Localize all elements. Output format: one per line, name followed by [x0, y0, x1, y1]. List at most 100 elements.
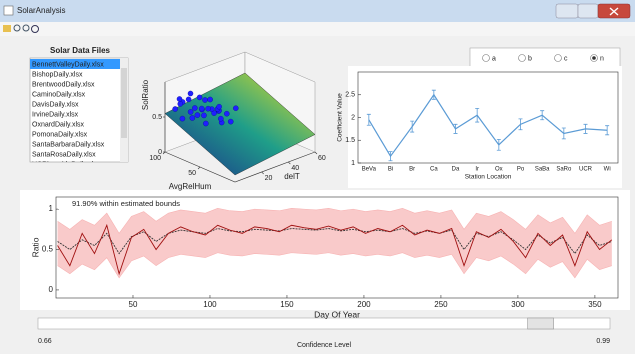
- x-tick-label: Ca: [430, 167, 438, 173]
- file-item[interactable]: DavisDaily.xlsx: [32, 101, 79, 108]
- x-tick-label: Po: [517, 167, 525, 173]
- scatter-point: [201, 112, 207, 119]
- scatter-point: [203, 120, 209, 127]
- file-item[interactable]: IrvineDaily.xlsx: [32, 111, 79, 118]
- series-line: [57, 207, 612, 234]
- confidence-band: [57, 208, 612, 278]
- y-tick-label: 0.5: [42, 245, 54, 254]
- slider-max: 0.99: [596, 338, 610, 345]
- x-tick-label: Wi: [604, 167, 611, 173]
- radio-label[interactable]: c: [564, 55, 568, 62]
- x-tick-label: SaRo: [556, 167, 572, 173]
- file-item[interactable]: OxnardDaily.xlsx: [32, 121, 84, 128]
- scatter-point: [198, 105, 205, 112]
- y-tick-label: 1: [351, 160, 355, 167]
- x-tick-label: 300: [511, 300, 525, 309]
- annotation: 91.90% within estimated bounds: [72, 199, 180, 208]
- x-tick-label: Ox: [495, 167, 503, 173]
- file-item[interactable]: BishopDaily.xlsx: [32, 71, 83, 78]
- scatter-point: [177, 101, 184, 107]
- z-tick-label: 0: [158, 149, 162, 156]
- z-tick-label: 0.5: [152, 114, 162, 121]
- scatter-point: [205, 105, 211, 112]
- scatter-point: [194, 112, 201, 118]
- series-line: [57, 252, 612, 279]
- y-tick-label: 0: [49, 285, 54, 294]
- file-item[interactable]: UCRiversideDaily.xlsx: [32, 161, 101, 168]
- radio-button[interactable]: [518, 54, 526, 62]
- x-axis-label: Station Location: [465, 174, 512, 181]
- rotate-icon[interactable]: [31, 25, 39, 33]
- error-bar: [605, 125, 610, 136]
- file-item[interactable]: SantaBarbaraDaily.xlsx: [32, 141, 105, 148]
- y-tick: [288, 161, 291, 165]
- toolbar: [0, 22, 635, 36]
- y-tick-label: 20: [265, 175, 273, 182]
- x-tick-label: Br: [409, 167, 415, 173]
- radio-label[interactable]: a: [492, 55, 496, 62]
- y-axis-label: Coefficient Value: [337, 93, 344, 142]
- zoom-out-icon[interactable]: [22, 24, 30, 32]
- slider-track[interactable]: [37, 317, 611, 330]
- z-axis-label: SolRatio: [141, 79, 150, 110]
- x-axis-label: Day Of Year: [314, 309, 360, 319]
- x-tick-label: BeVa: [362, 167, 377, 173]
- zoom-in-icon[interactable]: [13, 24, 21, 32]
- x-tick-label: 150: [280, 300, 294, 309]
- scatter-point: [224, 110, 230, 117]
- scatter-point: [192, 105, 198, 111]
- radio-button[interactable]: [482, 54, 490, 62]
- list-heading: Solar Data Files: [50, 46, 111, 55]
- scatter-point: [187, 90, 194, 97]
- scatter-point: [218, 115, 224, 122]
- x-tick-label: 200: [357, 300, 371, 309]
- scatter-point: [185, 96, 192, 103]
- scatter-point: [227, 118, 234, 125]
- open-icon[interactable]: [3, 25, 11, 32]
- scatter-point: [176, 96, 183, 102]
- x-tick-label: 50: [188, 170, 196, 177]
- file-item[interactable]: PomonaDaily.xlsx: [32, 131, 88, 138]
- file-item[interactable]: CaminoDaily.xlsx: [32, 91, 86, 98]
- slider-min: 0.66: [38, 338, 52, 345]
- x-tick-label: 100: [203, 300, 217, 309]
- y-tick-label: 60: [318, 155, 326, 162]
- y-tick: [261, 171, 264, 175]
- file-item[interactable]: SantaRosaDaily.xlsx: [32, 151, 96, 158]
- scatter-point: [233, 105, 239, 111]
- minimize-button[interactable]: [555, 3, 579, 19]
- window-title: SolarAnalysis: [17, 6, 65, 15]
- x-tick-label: Bi: [388, 167, 393, 173]
- scatter-point: [216, 103, 222, 110]
- x-tick-label: UCR: [579, 167, 593, 173]
- y-tick-label: 1: [49, 204, 54, 213]
- x-tick-label: 50: [129, 300, 138, 309]
- file-item[interactable]: BrentwoodDaily.xlsx: [32, 81, 95, 88]
- x-tick-label: 250: [434, 300, 448, 309]
- slider-thumb[interactable]: [527, 317, 554, 330]
- line: [368, 93, 608, 158]
- x-tick-label: Ir: [475, 167, 479, 173]
- y-tick-label: 40: [291, 165, 299, 172]
- x-tick: [197, 166, 201, 170]
- file-listbox[interactable]: [29, 57, 129, 163]
- maximize-button[interactable]: [577, 3, 599, 19]
- file-item[interactable]: BennettValleyDaily.xlsx: [32, 61, 104, 68]
- x-tick: [162, 151, 166, 155]
- radio-label[interactable]: b: [528, 55, 532, 62]
- scatter-point: [196, 94, 203, 101]
- slider-label: Confidence Level: [297, 342, 352, 349]
- y-tick-label: 2: [351, 114, 355, 121]
- close-icon: [609, 7, 619, 16]
- radio-label[interactable]: n: [600, 55, 604, 62]
- radio-button[interactable]: [554, 54, 562, 62]
- x-tick-label: 350: [588, 300, 602, 309]
- scroll-thumb[interactable]: [121, 68, 127, 138]
- scatter-point: [207, 96, 213, 103]
- y-tick-label: 2.5: [345, 92, 355, 99]
- series-line: [57, 223, 613, 276]
- series-line: [57, 228, 612, 255]
- x-axis-label: AvgRelHum: [169, 182, 212, 191]
- scatter-point: [202, 97, 208, 103]
